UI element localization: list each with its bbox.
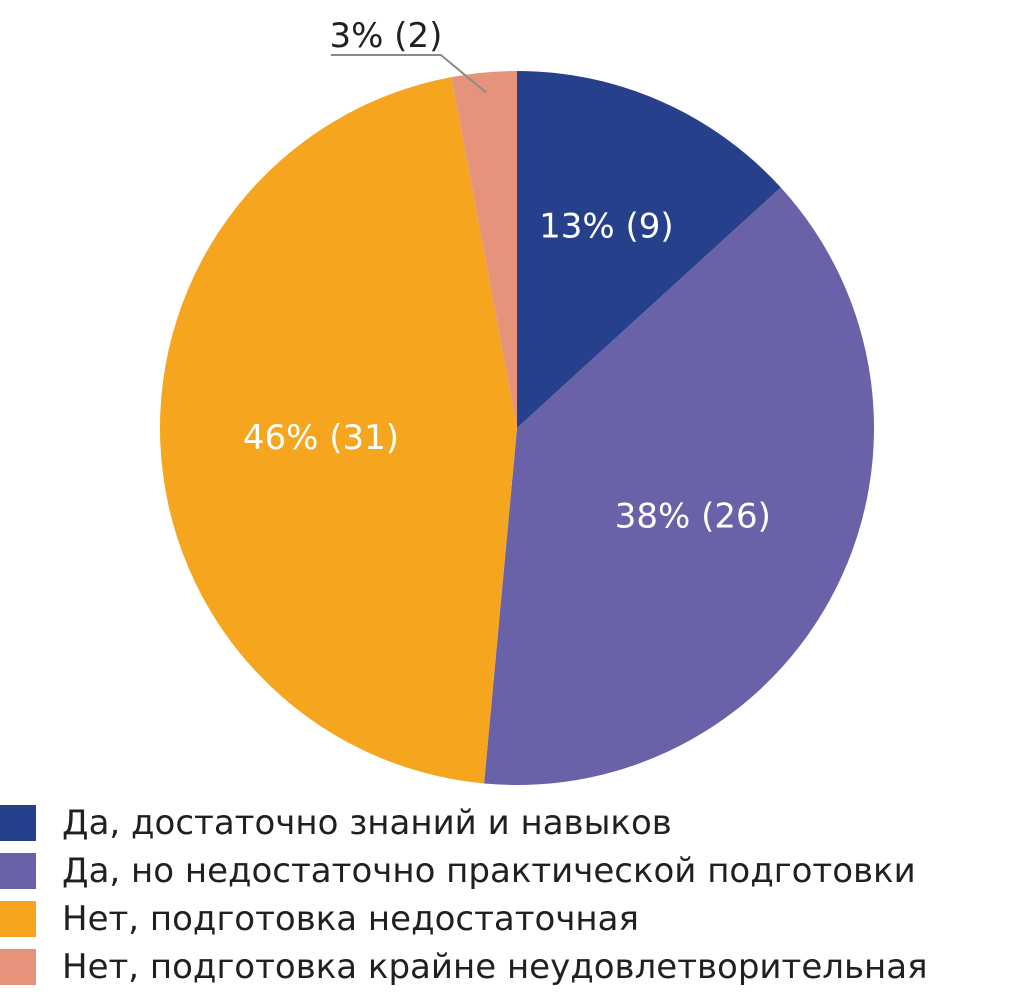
legend-swatch-0 xyxy=(0,805,36,841)
legend-item-0: Да, достаточно знаний и навыков xyxy=(0,800,1033,848)
slice-labels: 13% (9) 38% (26) 46% (31) 3% (2) xyxy=(243,16,771,537)
pie-slice-1 xyxy=(484,187,875,786)
legend-label-0: Да, достаточно знаний и навыков xyxy=(62,803,672,843)
pie-slice-3 xyxy=(451,71,517,428)
legend-item-3: Нет, подготовка крайне неудовлетворитель… xyxy=(0,944,1033,992)
legend-label-1: Да, но недостаточно практической подгото… xyxy=(62,851,916,891)
legend-label-3: Нет, подготовка крайне неудовлетворитель… xyxy=(62,947,928,987)
legend-swatch-2 xyxy=(0,901,36,937)
legend-item-2: Нет, подготовка недостаточная xyxy=(0,896,1033,944)
legend-label-2: Нет, подготовка недостаточная xyxy=(62,899,639,939)
legend-swatch-1 xyxy=(0,853,36,889)
slice-label-2: 46% (31) xyxy=(243,418,399,458)
legend-item-1: Да, но недостаточно практической подгото… xyxy=(0,848,1033,896)
leader-lines xyxy=(330,54,487,94)
slice-label-1: 38% (26) xyxy=(615,497,771,537)
slice-label-0: 13% (9) xyxy=(539,207,674,247)
pie-slices xyxy=(159,71,875,786)
legend-swatch-3 xyxy=(0,949,36,985)
pie-slice-0 xyxy=(517,71,781,428)
leader-line-3 xyxy=(330,54,487,94)
pie-slice-2 xyxy=(159,77,518,784)
slice-label-3: 3% (2) xyxy=(329,16,442,56)
